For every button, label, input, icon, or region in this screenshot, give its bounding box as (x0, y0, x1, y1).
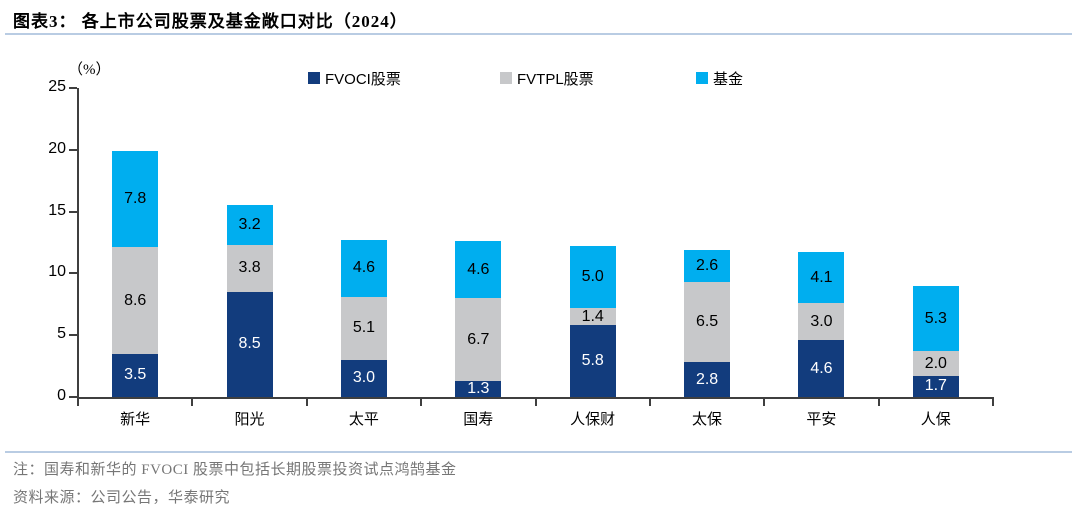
bar-value-label: 2.6 (695, 256, 719, 274)
bar-value-label: 5.0 (581, 268, 604, 286)
bar-value-label: 3.2 (238, 216, 261, 234)
x-axis-tick (877, 399, 880, 406)
bar-segment-cyan: 4.6 (455, 241, 502, 299)
x-axis-category-label: 太平 (348, 412, 379, 428)
x-axis-category-label: 阳光 (234, 412, 265, 428)
bar-value-label: 2.8 (695, 370, 719, 388)
bar-segment-navy: 1.3 (455, 379, 502, 397)
bar-value-label: 8.6 (124, 291, 147, 309)
bar-value-label: 3.0 (810, 312, 833, 330)
legend-swatch-icon (696, 72, 708, 84)
legend-label: FVTPL股票 (517, 70, 594, 88)
bar-value-label: 6.5 (695, 313, 719, 331)
bar-value-label: 3.5 (124, 366, 147, 384)
legend-label: 基金 (713, 70, 744, 88)
x-axis-tick (992, 399, 994, 406)
x-axis-tick (420, 399, 423, 406)
x-axis-category-label: 国寿 (463, 412, 494, 428)
x-axis-category-label: 平安 (806, 412, 837, 428)
bar-value-label: 3.0 (352, 369, 376, 387)
y-axis-line (77, 88, 79, 399)
bar-segment-cyan: 4.1 (798, 252, 845, 304)
bar-segment-gray: 3.8 (226, 244, 273, 292)
bar-segment-navy: 5.8 (569, 325, 616, 397)
bar-segment-cyan: 5.0 (569, 246, 616, 308)
bar-segment-navy: 2.8 (684, 362, 731, 397)
figure-title: 图表3： 各上市公司股票及基金敞口对比（2024） (13, 12, 408, 31)
y-axis-tick-label: 15 (48, 201, 66, 219)
legend-swatch-icon (308, 72, 320, 84)
bar-value-label: 4.6 (810, 359, 833, 377)
bar-segment-navy: 4.6 (798, 340, 845, 397)
x-axis-category-label: 人保 (920, 412, 951, 428)
note-divider (5, 451, 1072, 453)
y-axis-tick-label: 0 (57, 387, 66, 404)
bar-segment-gray: 6.7 (455, 298, 502, 381)
bar-value-label: 1.7 (924, 377, 947, 395)
y-axis-unit-label: （%） (68, 62, 111, 78)
bar-segment-gray: 5.1 (340, 296, 387, 360)
y-axis-tick-label: 25 (48, 78, 66, 95)
title-divider (5, 33, 1072, 35)
chart-source: 资料来源：公司公告，华泰研究 (13, 490, 231, 506)
bar-value-label: 1.3 (467, 379, 490, 397)
chart-note: 注：国寿和新华的 FVOCI 股票中包括长期股票投资试点鸿鹄基金 (13, 462, 457, 478)
bar-segment-gray: 1.4 (569, 307, 616, 326)
bar-segment-navy: 1.7 (912, 375, 959, 397)
bar-value-label: 5.1 (352, 319, 376, 337)
y-axis-tick (69, 210, 77, 213)
bar-value-label: 4.6 (352, 259, 376, 277)
x-axis-tick (77, 399, 79, 406)
legend-item-navy: FVOCI股票 (308, 70, 401, 88)
bar-segment-gray: 8.6 (112, 247, 159, 354)
bar-value-label: 4.6 (467, 260, 490, 278)
y-axis-tick (69, 148, 77, 151)
x-axis-line (77, 397, 994, 399)
x-axis-tick (305, 399, 308, 406)
bar-value-label: 6.7 (467, 330, 490, 348)
bar-segment-cyan: 4.6 (340, 240, 387, 297)
y-axis-tick (69, 272, 77, 275)
bar-segment-gray: 3.0 (798, 303, 845, 341)
y-axis-tick (69, 334, 77, 337)
x-axis-category-label: 人保财 (570, 412, 616, 428)
bar-value-label: 5.3 (924, 309, 947, 327)
legend-item-cyan: 基金 (696, 70, 744, 88)
y-axis-tick-label: 10 (48, 263, 66, 281)
bar-segment-cyan: 7.8 (112, 151, 159, 248)
bar-value-label: 8.5 (238, 335, 261, 353)
bar-value-label: 7.8 (124, 190, 147, 208)
y-axis-tick-label: 20 (48, 139, 66, 157)
x-axis-tick (648, 399, 651, 406)
x-axis-tick (191, 399, 194, 406)
bar-segment-navy: 3.5 (112, 353, 159, 397)
bar-segment-cyan: 5.3 (912, 285, 959, 352)
x-axis-category-label: 太保 (692, 412, 723, 428)
bar-value-label: 4.1 (810, 268, 833, 286)
bar-segment-cyan: 3.2 (226, 205, 273, 245)
bar-segment-gray: 2.0 (912, 351, 959, 376)
bar-segment-gray: 6.5 (684, 282, 731, 363)
y-axis-tick-label: 5 (57, 325, 66, 343)
x-axis-tick (763, 399, 766, 406)
legend-item-gray: FVTPL股票 (500, 70, 594, 88)
bar-value-label: 2.0 (924, 354, 947, 372)
legend-swatch-icon (500, 72, 512, 84)
bar-segment-navy: 3.0 (340, 359, 387, 397)
x-axis-tick (534, 399, 537, 406)
bar-value-label: 1.4 (581, 307, 604, 325)
legend-label: FVOCI股票 (325, 70, 401, 88)
x-axis-category-label: 新华 (120, 412, 151, 428)
y-axis-tick (69, 87, 77, 89)
bar-value-label: 5.8 (581, 352, 604, 370)
bar-segment-navy: 8.5 (226, 291, 273, 397)
bar-value-label: 3.8 (238, 259, 261, 277)
y-axis-tick (69, 396, 77, 398)
bar-segment-cyan: 2.6 (684, 249, 731, 283)
